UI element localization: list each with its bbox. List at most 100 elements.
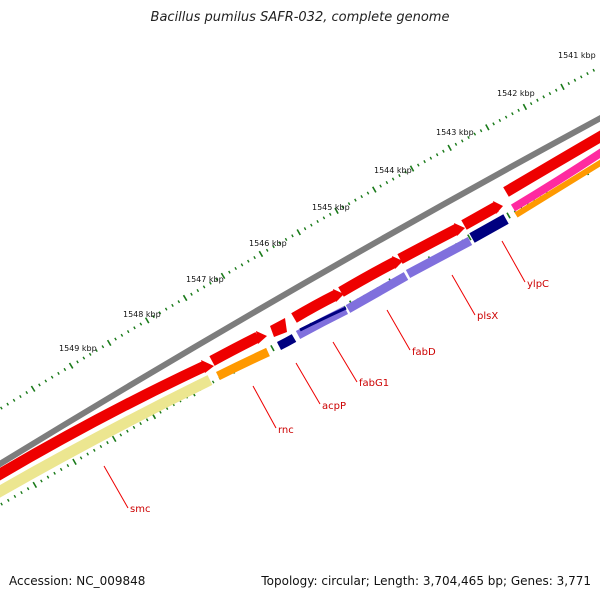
cog-fabG1[interactable] [295,305,349,339]
gene-label-fabD[interactable]: fabD [412,347,436,358]
outer-scale-minor-tick [88,352,92,356]
outer-scale-minor-tick [567,81,571,86]
gene-label-acpP[interactable]: acpP [322,401,346,412]
outer-scale-minor-tick [460,139,464,143]
outer-scale-minor-tick [76,360,79,364]
outer-scale-minor-tick [473,132,477,136]
cds-ylpC[interactable] [461,202,499,230]
inner-scale-major-tick [506,212,511,219]
cog-fabG1-q[interactable] [299,306,347,332]
tick-label-1544: 1544 kbp [374,166,412,175]
cds-track [0,130,600,481]
outer-scale-major-tick [447,144,452,151]
leader-acpP [295,362,321,405]
outer-scale-minor-tick [272,245,275,249]
inner-scale-minor-tick [106,441,109,445]
outer-scale-major-tick [68,362,74,369]
outer-scale-minor-tick [253,255,256,260]
cds-plsX[interactable] [397,224,460,264]
cds-rnc-arrowhead [256,331,267,344]
outer-scale-minor-tick [303,227,307,231]
outer-scale-minor-tick [202,285,206,289]
outer-scale-minor-tick [196,288,200,293]
outer-scale-minor-tick [63,367,67,372]
inner-scale-minor-tick [126,429,129,433]
leader-ylpC [501,240,526,283]
inner-scale-minor-tick [59,467,63,472]
inner-scale-minor-tick [92,448,96,452]
genome-backbone [0,114,600,468]
outer-scale-major-tick [409,165,415,172]
inner-scale-major-tick [32,481,38,489]
cog-smc[interactable] [0,375,213,498]
outer-scale-minor-tick [517,108,520,112]
outer-scale-minor-tick [139,322,143,326]
cog-ylpC[interactable] [469,214,509,243]
outer-scale-minor-tick [158,311,162,315]
outer-scale-minor-tick [492,122,495,126]
cds-fabD-arrowhead [392,256,403,269]
outer-scale-minor-tick [265,248,269,252]
outer-scale-minor-tick [586,72,589,76]
tick-label-1549: 1549 kbp [59,344,97,353]
tick-label-1542: 1542 kbp [497,89,535,98]
outer-scale-minor-tick [398,173,401,178]
outer-scale-minor-tick [209,281,212,285]
outer-scale-minor-tick [341,205,345,209]
gene-label-plsX[interactable]: plsX [477,311,498,322]
outer-scale-minor-tick [246,259,250,263]
outer-scale-minor-tick [360,195,364,199]
inner-scale-minor-tick [145,418,149,422]
cds-fabD[interactable] [338,257,398,297]
outer-scale-minor-tick [322,216,326,220]
outer-scale-minor-tick [379,184,382,188]
inner-scale-major-tick [111,435,117,443]
cog-next-s[interactable] [510,148,600,212]
inner-scale-minor-tick [159,410,162,414]
cds-fabG1[interactable] [291,290,339,323]
outer-scale-minor-tick [0,406,3,410]
cds-next[interactable] [503,130,600,197]
outer-scale-minor-tick [573,78,577,82]
cds-rnc[interactable] [209,332,261,366]
outer-scale-major-tick [182,294,188,302]
outer-scale-minor-tick [126,330,130,334]
gene-labels: smc rnc acpP fabG1 fabD plsX ylpC [103,240,549,515]
gene-label-ylpC[interactable]: ylpC [527,279,549,290]
outer-scale-minor-tick [316,219,319,224]
cds-acpP[interactable] [270,318,287,337]
gene-label-smc[interactable]: smc [130,504,150,515]
outer-scale-major-tick [220,272,226,280]
cog-plsX[interactable] [405,237,473,278]
outer-scale-minor-tick [228,270,231,274]
outer-scale-minor-tick [171,303,174,307]
outer-scale-minor-tick [429,156,433,160]
outer-scale-minor-tick [504,115,508,119]
outer-scale-minor-tick [57,371,60,375]
cog-track [0,148,600,498]
cds-plsX-arrowhead [454,223,465,236]
outer-scale-minor-tick [542,95,546,99]
gene-label-rnc[interactable]: rnc [278,425,294,436]
map-title: Bacillus pumilus SAFR-032, complete geno… [150,10,450,25]
cog-acpP[interactable] [276,334,297,351]
gene-label-fabG1[interactable]: fabG1 [359,378,389,389]
outer-scale-major-tick [258,250,264,258]
cog-fabD[interactable] [345,272,409,313]
cds-smc-arrowhead [201,360,214,373]
outer-scale-minor-tick [579,75,583,79]
outer-scale-minor-tick [404,170,408,174]
outer-scale-minor-tick [50,375,54,379]
outer-scale-minor-tick [347,202,351,206]
inner-scale-minor-tick [86,452,90,456]
cog-next-k[interactable] [514,159,600,218]
outer-scale-minor-tick [366,191,370,195]
outer-scale-minor-tick [19,394,22,399]
cds-fabG1-arrowhead [333,289,344,302]
cds-smc[interactable] [0,361,208,481]
inner-scale-minor-tick [119,433,123,437]
cog-rnc[interactable] [215,347,270,381]
outer-scale-minor-tick [215,277,219,282]
outer-scale-major-tick [296,229,301,236]
